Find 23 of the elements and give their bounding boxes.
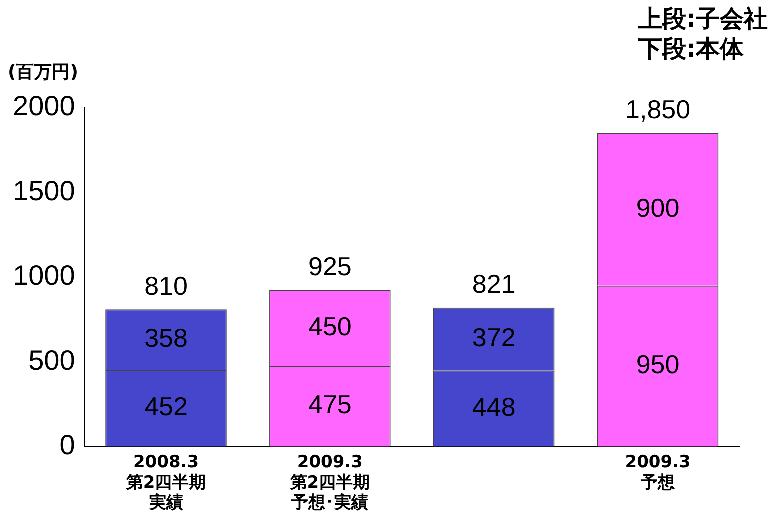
- data-label: 372: [472, 322, 516, 353]
- data-label: 900: [636, 192, 680, 223]
- total-label: 925: [308, 251, 352, 282]
- y-tick-label: 1000: [12, 260, 76, 292]
- total-label: 1,850: [625, 94, 691, 125]
- total-label: 810: [144, 270, 188, 301]
- data-label: 448: [472, 392, 516, 422]
- y-tick-label: 2000: [12, 90, 76, 122]
- y-axis-title: (百万円): [8, 61, 78, 84]
- data-label: 950: [636, 350, 680, 380]
- x-tick-label: 2008.3 第2四半期実績: [125, 452, 206, 514]
- text: 上段:子会社: [638, 4, 768, 34]
- total-label: 821: [472, 269, 516, 300]
- y-tick-label: 500: [28, 344, 76, 376]
- data-label: 358: [144, 323, 188, 354]
- y-tick-label: 0: [60, 430, 76, 461]
- data-label: 450: [308, 311, 352, 342]
- x-tick-label: 2009.3 予想: [625, 452, 691, 493]
- data-label: 475: [308, 390, 352, 420]
- text: 下段:本体: [638, 34, 745, 64]
- y-tick-label: 1500: [12, 175, 76, 206]
- x-tick-label: 2009.3 第2四半期予想･実績: [289, 452, 370, 514]
- data-label: 452: [144, 392, 188, 422]
